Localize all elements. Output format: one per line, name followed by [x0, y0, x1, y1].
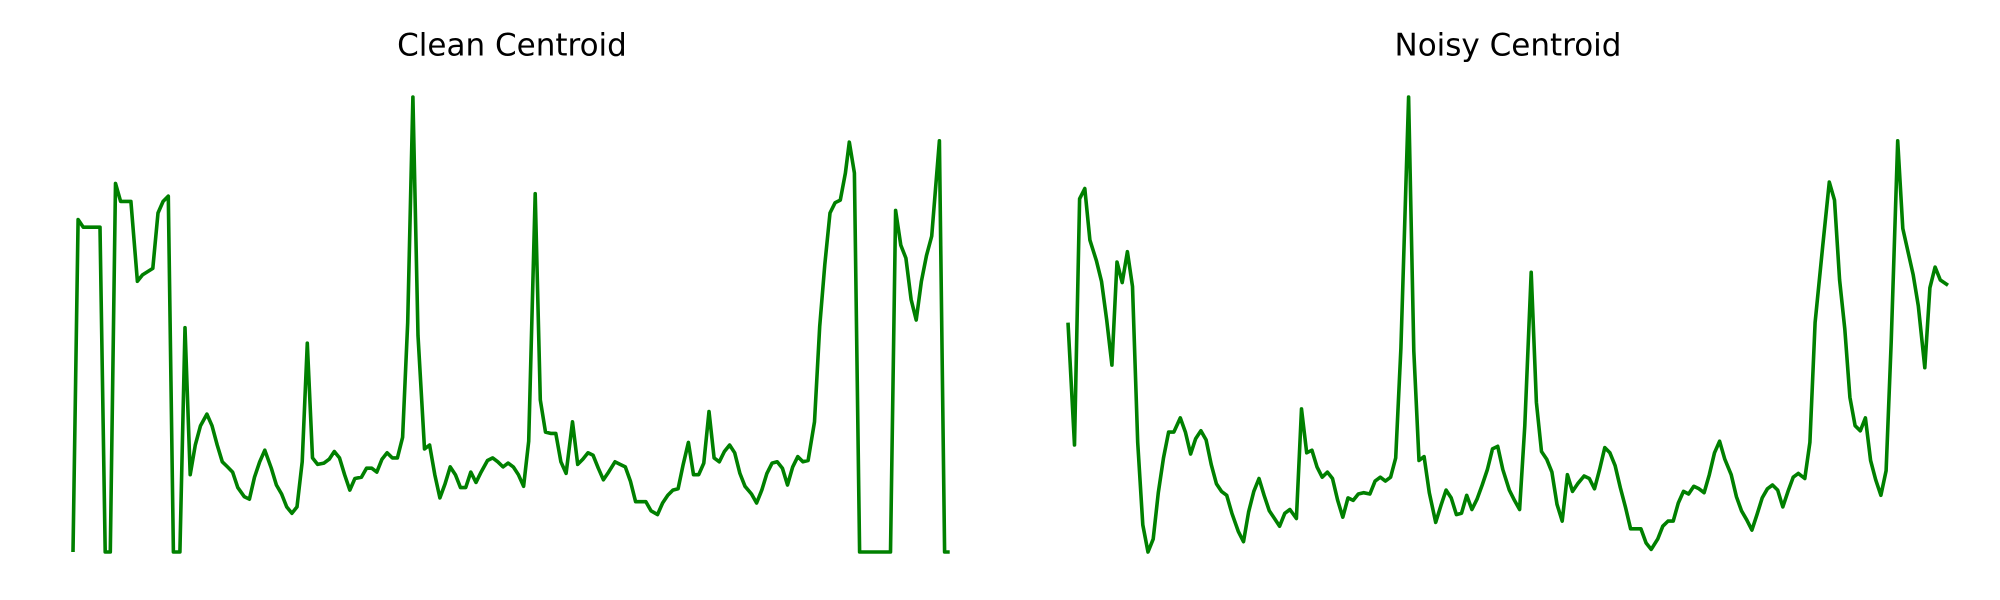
- data-line: [1066, 95, 1950, 554]
- chart-title: Noisy Centroid: [1395, 28, 1622, 64]
- chart-title: Clean Centroid: [397, 28, 627, 64]
- data-line: [71, 95, 950, 554]
